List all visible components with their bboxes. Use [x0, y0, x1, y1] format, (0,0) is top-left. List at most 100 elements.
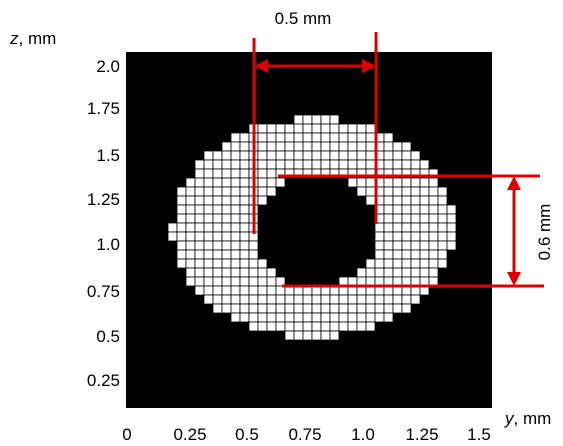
mesh-cell — [203, 258, 214, 269]
mesh-cell — [203, 285, 214, 296]
mesh-cell — [284, 312, 295, 323]
mesh-cell — [329, 312, 340, 323]
mesh-cell — [212, 150, 223, 161]
vertical-dimension-label: 0.6 mm — [535, 204, 554, 261]
mesh-cell — [230, 285, 241, 296]
mesh-cell — [203, 195, 214, 206]
mesh-cell — [356, 123, 367, 134]
mesh-cell — [401, 231, 412, 242]
mesh-cell — [311, 312, 322, 323]
mesh-cell — [257, 267, 268, 278]
mesh-cell — [302, 330, 313, 341]
mesh-cell — [257, 177, 268, 188]
mesh-cell — [185, 213, 196, 224]
mesh-cell — [194, 186, 205, 197]
mesh-cell — [194, 195, 205, 206]
mesh-cell — [329, 321, 340, 332]
z-axis-ticks: 2.0 1.75 1.5 1.25 1.0 0.75 0.5 0.25 — [87, 57, 120, 390]
mesh-cell — [338, 321, 349, 332]
arrowhead-right — [362, 59, 376, 73]
mesh-cell — [248, 267, 259, 278]
y-tick-label: 0.5 — [235, 425, 259, 444]
mesh-cell — [239, 213, 250, 224]
mesh-cell — [221, 303, 232, 314]
mesh-cell — [329, 330, 340, 341]
mesh-cell — [257, 312, 268, 323]
mesh-cell — [176, 213, 187, 224]
mesh-cell — [428, 249, 439, 260]
mesh-cell — [194, 267, 205, 278]
mesh-cell — [419, 177, 430, 188]
mesh-cell — [293, 141, 304, 152]
mesh-cell — [374, 249, 385, 260]
mesh-cell — [185, 186, 196, 197]
mesh-cell — [194, 249, 205, 260]
mesh-cell — [167, 222, 178, 233]
mesh-cell — [392, 186, 403, 197]
mesh-cell — [230, 303, 241, 314]
mesh-cell — [230, 132, 241, 143]
y-axis-ticks: 0 0.25 0.5 0.75 1.0 1.25 1.5 — [122, 425, 491, 444]
mesh-cell — [401, 195, 412, 206]
mesh-cell — [275, 150, 286, 161]
mesh-cell — [383, 204, 394, 215]
mesh-cell — [392, 294, 403, 305]
mesh-cell — [392, 240, 403, 251]
mesh-cell — [212, 159, 223, 170]
mesh-cell — [284, 141, 295, 152]
mesh-cell — [203, 150, 214, 161]
mesh-cell — [347, 312, 358, 323]
mesh-cell — [320, 330, 331, 341]
mesh-cell — [176, 231, 187, 242]
mesh-cell — [284, 132, 295, 143]
mesh-cell — [176, 240, 187, 251]
horizontal-dimension-label: 0.5 mm — [275, 9, 332, 28]
mesh-cell — [239, 186, 250, 197]
mesh-cell — [365, 141, 376, 152]
mesh-cell — [221, 258, 232, 269]
mesh-cell — [221, 168, 232, 179]
mesh-cell — [419, 186, 430, 197]
mesh-cell — [374, 294, 385, 305]
mesh-cell — [383, 222, 394, 233]
mesh-cell — [230, 213, 241, 224]
mesh-cell — [284, 159, 295, 170]
mesh-cell — [302, 159, 313, 170]
mesh-cell — [185, 222, 196, 233]
mesh-cell — [383, 213, 394, 224]
mesh-cell — [320, 123, 331, 134]
mesh-cell — [284, 294, 295, 305]
mesh-cell — [392, 177, 403, 188]
mesh-cell — [239, 231, 250, 242]
y-axis-label: y, mm — [504, 409, 551, 428]
mesh-cell — [365, 294, 376, 305]
ring-mesh — [167, 114, 457, 341]
mesh-cell — [221, 222, 232, 233]
mesh-cell — [419, 195, 430, 206]
mesh-cell — [428, 195, 439, 206]
mesh-cell — [329, 141, 340, 152]
mesh-cell — [176, 195, 187, 206]
mesh-cell — [284, 330, 295, 341]
mesh-cell — [446, 204, 457, 215]
mesh-cell — [266, 303, 277, 314]
mesh-cell — [203, 177, 214, 188]
mesh-cell — [347, 150, 358, 161]
mesh-cell — [329, 303, 340, 314]
mesh-cell — [392, 258, 403, 269]
mesh-cell — [401, 141, 412, 152]
mesh-cell — [437, 213, 448, 224]
mesh-cell — [320, 132, 331, 143]
mesh-cell — [320, 321, 331, 332]
mesh-cell — [266, 150, 277, 161]
mesh-cell — [329, 159, 340, 170]
mesh-cell — [419, 159, 430, 170]
z-tick-label: 2.0 — [96, 57, 120, 76]
mesh-cell — [275, 321, 286, 332]
mesh-cell — [257, 132, 268, 143]
mesh-cell — [257, 141, 268, 152]
mesh-cell — [212, 195, 223, 206]
mesh-cell — [266, 312, 277, 323]
mesh-cell — [302, 132, 313, 143]
mesh-cell — [284, 303, 295, 314]
